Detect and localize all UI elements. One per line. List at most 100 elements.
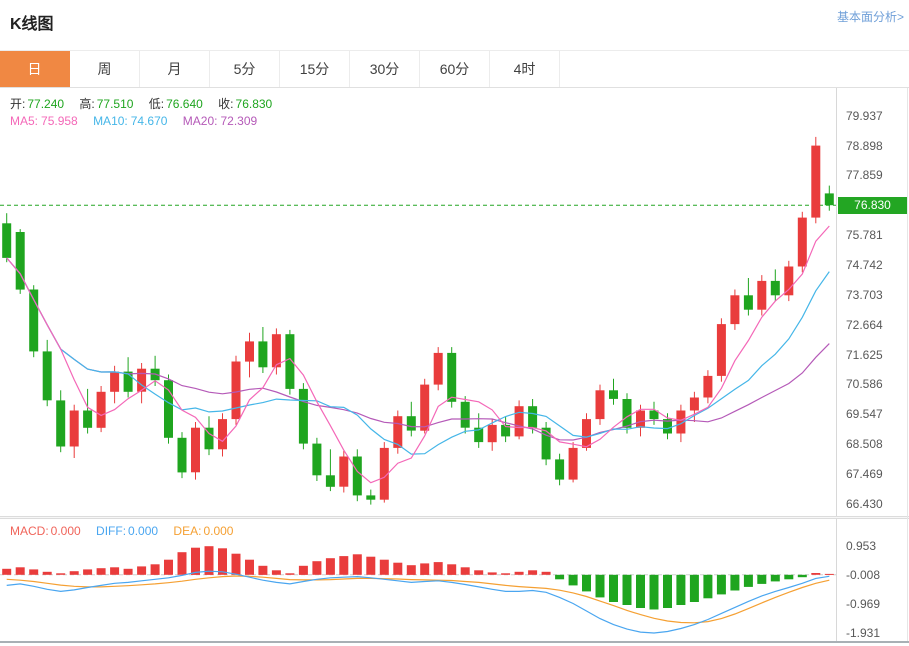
- macd-histogram-bar: [29, 569, 39, 575]
- candle-body: [447, 352, 457, 402]
- candle-body: [56, 400, 66, 447]
- legend-item-diff: DIFF: 0.000: [96, 524, 159, 538]
- macd-histogram-bar: [271, 570, 281, 575]
- candle-body: [325, 475, 335, 487]
- candle-body: [689, 397, 699, 411]
- macd-axis-label: 0.953: [846, 539, 877, 553]
- macd-histogram-bar: [555, 574, 565, 580]
- candle-body: [582, 419, 591, 448]
- tab-5min[interactable]: 5分: [210, 51, 280, 87]
- candle-body: [501, 424, 511, 437]
- right-border: [907, 88, 908, 643]
- macd-histogram-bar: [56, 573, 66, 575]
- tab-15min[interactable]: 15分: [280, 51, 350, 87]
- macd-histogram-bar: [339, 556, 349, 575]
- candle-body: [83, 410, 93, 428]
- macd-histogram-bar: [110, 567, 120, 575]
- candle-body: [96, 391, 106, 428]
- y-axis-label: 70.586: [846, 377, 883, 391]
- candle-body: [514, 406, 524, 437]
- price-axis: 79.937 78.898 77.859 76.830 75.781 74.74…: [836, 88, 908, 643]
- candle-body: [164, 380, 173, 438]
- candle-body: [663, 419, 672, 434]
- macd-histogram-bar: [258, 565, 268, 575]
- macd-histogram-bar: [15, 567, 25, 575]
- macd-histogram-bar: [447, 564, 457, 575]
- candle-body: [784, 266, 794, 296]
- candle-body: [555, 459, 565, 480]
- macd-chart[interactable]: [0, 519, 836, 643]
- macd-histogram-bar: [649, 574, 659, 610]
- candle-body: [649, 410, 659, 420]
- tab-4hour[interactable]: 4时: [490, 51, 560, 87]
- candle-body: [339, 456, 349, 487]
- candle-body: [123, 371, 133, 392]
- ma20-line: [6, 257, 830, 441]
- macd-histogram-bar: [474, 570, 484, 575]
- y-axis-label: 68.508: [846, 437, 883, 451]
- candle-body: [285, 334, 295, 389]
- macd-histogram-bar: [218, 548, 227, 575]
- candle-body: [42, 351, 52, 401]
- candle-body: [622, 399, 632, 428]
- interval-tab-bar: 日 周 月 5分 15分 30分 60分 4时: [0, 50, 909, 88]
- diff-line: [6, 570, 830, 634]
- candle-body: [137, 368, 147, 392]
- candle-body: [245, 341, 254, 362]
- macd-histogram-bar: [83, 569, 93, 575]
- macd-histogram-bar: [528, 570, 538, 575]
- macd-histogram-bar: [595, 574, 605, 598]
- y-axis-label: 77.859: [846, 168, 883, 182]
- candle-body: [258, 341, 268, 368]
- candlestick-chart[interactable]: [0, 88, 836, 517]
- macd-histogram-bar: [231, 553, 241, 575]
- candle-body: [568, 447, 578, 480]
- tab-week[interactable]: 周: [70, 51, 140, 87]
- macd-histogram-bar: [703, 574, 713, 599]
- macd-axis-label: -0.008: [846, 568, 881, 582]
- macd-histogram-bar: [285, 573, 295, 575]
- tab-30min[interactable]: 30分: [350, 51, 420, 87]
- legend-item-ma10: MA10: 74.670: [93, 114, 168, 128]
- macd-axis-label: -1.931: [846, 626, 881, 640]
- ma-legend: MA5: 75.958 MA10: 74.670 MA20: 72.309: [10, 114, 269, 128]
- y-axis-label: 79.937: [846, 109, 883, 123]
- candle-body: [29, 289, 39, 352]
- candle-body: [271, 334, 281, 368]
- candle-body: [218, 419, 227, 450]
- macd-histogram-bar: [824, 573, 834, 575]
- macd-histogram-bar: [636, 574, 645, 608]
- tab-60min[interactable]: 60分: [420, 51, 490, 87]
- macd-histogram-bar: [541, 571, 551, 575]
- candle-body: [541, 427, 551, 460]
- macd-axis-label: -0.969: [846, 597, 881, 611]
- ohlc-low: 低: 76.640: [148, 97, 203, 111]
- macd-histogram-bar: [191, 547, 200, 575]
- fundamental-analysis-link[interactable]: 基本面分析>: [836, 10, 904, 24]
- tab-day[interactable]: 日: [0, 51, 70, 87]
- macd-histogram-bar: [69, 571, 79, 575]
- macd-histogram-bar: [811, 573, 821, 575]
- candle-body: [743, 295, 753, 310]
- candle-body: [636, 410, 645, 428]
- macd-histogram-bar: [325, 558, 335, 575]
- candle-body: [460, 401, 470, 428]
- candle-body: [15, 232, 25, 290]
- macd-histogram-bar: [42, 571, 52, 575]
- current-price-badge: 76.830: [838, 197, 907, 214]
- macd-histogram-bar: [622, 574, 632, 605]
- candle-body: [716, 324, 726, 376]
- candle-body: [204, 427, 214, 450]
- candle-body: [110, 371, 120, 392]
- macd-histogram-bar: [137, 566, 147, 575]
- candle-body: [366, 495, 376, 500]
- page-title: K线图: [10, 16, 54, 33]
- ma5-line: [6, 225, 830, 484]
- bottom-border: [0, 641, 909, 643]
- macd-histogram-bar: [757, 574, 767, 584]
- macd-histogram-bar: [393, 562, 403, 575]
- tab-month[interactable]: 月: [140, 51, 210, 87]
- macd-histogram-bar: [352, 554, 362, 575]
- candle-body: [393, 416, 403, 448]
- ohlc-legend: 开: 77.240 高: 77.510 低: 76.640 收: 76.830: [10, 95, 284, 112]
